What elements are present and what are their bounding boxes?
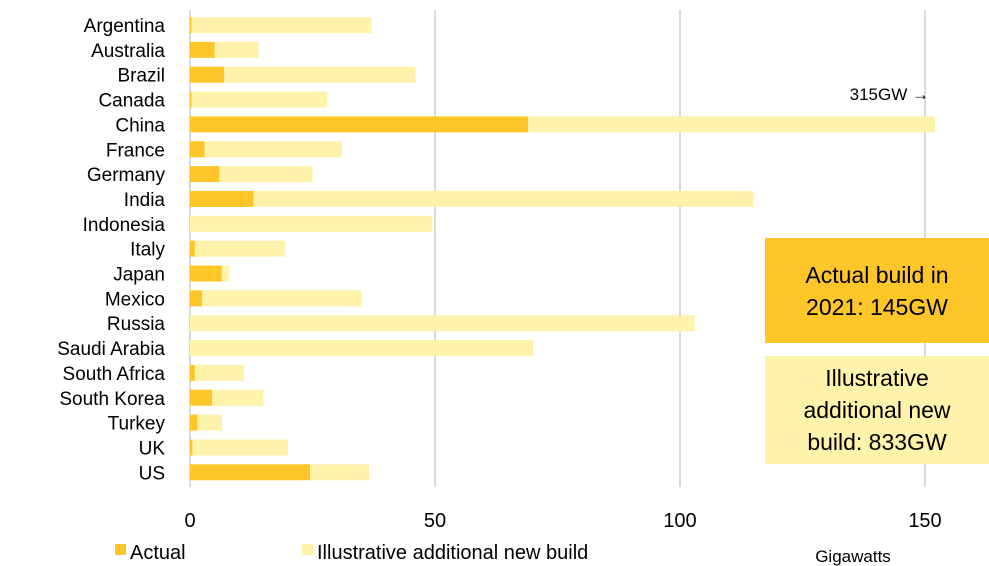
actual-total-callout: Actual build in 2021: 145GW bbox=[765, 238, 989, 343]
bar-additional bbox=[204, 141, 342, 158]
category-label: Indonesia bbox=[83, 215, 166, 236]
bar-additional bbox=[194, 240, 286, 257]
category-label: India bbox=[124, 190, 166, 211]
bar-actual bbox=[190, 141, 205, 158]
bar-additional bbox=[191, 91, 328, 108]
bar-actual bbox=[190, 364, 195, 381]
bar-actual bbox=[190, 116, 529, 133]
bar-actual bbox=[190, 265, 222, 282]
bar-actual bbox=[190, 290, 203, 307]
category-label: France bbox=[106, 140, 165, 161]
bar-additional bbox=[192, 439, 288, 456]
china-overflow-annotation: 315GW → bbox=[850, 85, 929, 104]
bar-additional bbox=[224, 66, 416, 83]
category-label: South Korea bbox=[59, 389, 165, 410]
category-label: Japan bbox=[113, 265, 165, 286]
bar-actual bbox=[190, 91, 192, 108]
bar-additional bbox=[190, 340, 533, 357]
x-tick-label: 50 bbox=[424, 510, 446, 532]
x-tick-label: 0 bbox=[184, 510, 195, 532]
bar-actual bbox=[190, 66, 225, 83]
bar-additional bbox=[253, 190, 754, 207]
category-label: Mexico bbox=[105, 289, 165, 310]
x-tick-label: 150 bbox=[908, 510, 941, 532]
category-label: Italy bbox=[130, 240, 165, 261]
bar-additional bbox=[212, 389, 264, 406]
bar-additional bbox=[194, 364, 244, 381]
bar-additional bbox=[221, 265, 230, 282]
category-label: Argentina bbox=[84, 16, 166, 37]
bar-additional bbox=[528, 116, 935, 133]
bar-actual bbox=[190, 414, 198, 431]
x-tick-label: 100 bbox=[663, 510, 696, 532]
bars bbox=[190, 17, 935, 481]
bar-actual bbox=[190, 190, 254, 207]
bar-actual bbox=[190, 41, 215, 58]
bar-actual bbox=[190, 389, 213, 406]
bar-additional bbox=[190, 215, 433, 232]
category-label: Russia bbox=[107, 314, 166, 335]
category-label: Australia bbox=[91, 41, 165, 62]
bar-additional bbox=[214, 41, 259, 58]
category-label: Turkey bbox=[108, 414, 166, 435]
category-label: Germany bbox=[87, 165, 166, 186]
category-labels: Argentina Australia Brazil Canada China Franc… bbox=[57, 16, 165, 484]
bar-actual bbox=[190, 17, 192, 33]
bar-additional bbox=[202, 290, 362, 307]
x-axis-title: Gigawatts bbox=[815, 547, 891, 566]
legend-swatch-actual bbox=[115, 544, 126, 555]
bar-actual bbox=[190, 464, 311, 481]
legend-swatch-additional bbox=[302, 544, 313, 555]
category-label: US bbox=[139, 463, 165, 484]
category-label: South Africa bbox=[63, 364, 166, 385]
legend: Actual Illustrative additional new build bbox=[115, 542, 588, 564]
category-label: Brazil bbox=[117, 66, 165, 87]
bar-additional bbox=[197, 414, 222, 431]
bar-additional bbox=[191, 17, 372, 33]
category-label: Canada bbox=[98, 91, 165, 112]
category-label: Saudi Arabia bbox=[57, 339, 165, 360]
x-tick-labels: 0 50 100 150 bbox=[184, 510, 941, 532]
bar-additional bbox=[219, 166, 313, 183]
bar-additional bbox=[310, 464, 369, 481]
category-label: China bbox=[115, 115, 165, 136]
bar-actual bbox=[190, 166, 220, 183]
bar-actual bbox=[190, 439, 193, 456]
category-label: UK bbox=[139, 438, 166, 459]
additional-total-callout: Illustrative additional new build: 833GW bbox=[765, 356, 989, 464]
legend-label-actual: Actual bbox=[130, 542, 186, 564]
bar-actual bbox=[190, 240, 195, 257]
bar-additional bbox=[190, 315, 695, 332]
legend-label-additional: Illustrative additional new build bbox=[317, 542, 588, 564]
